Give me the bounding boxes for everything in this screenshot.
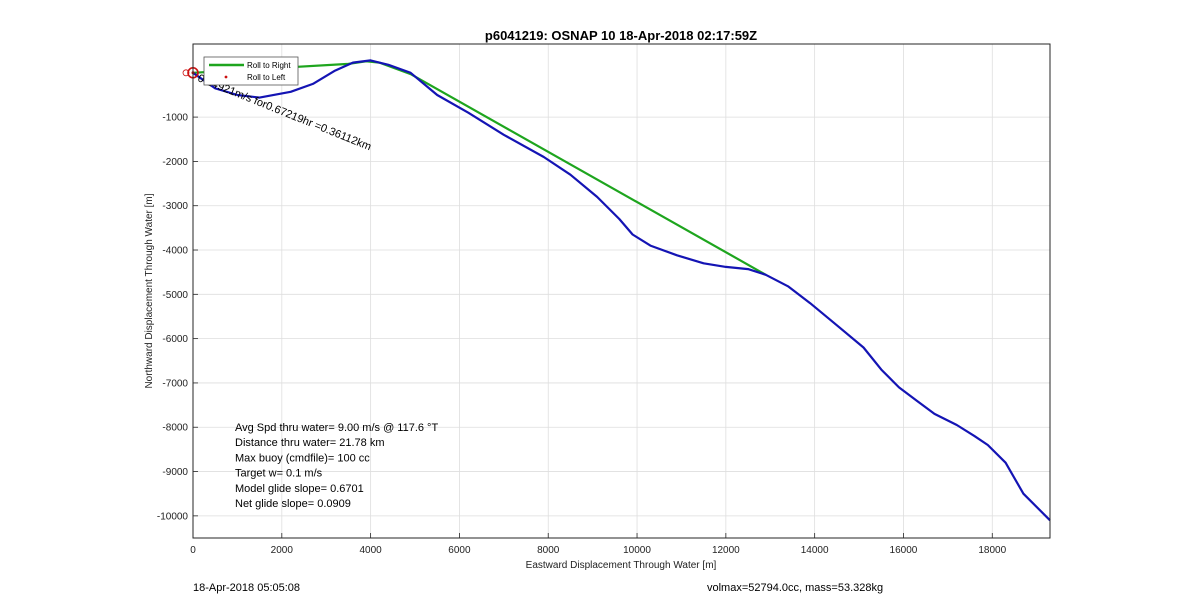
x-tick-label: 12000 (712, 545, 740, 556)
y-tick-label: -3000 (162, 201, 188, 212)
y-tick-label: -9000 (162, 467, 188, 478)
x-tick-label: 2000 (271, 545, 294, 556)
x-axis-label: Eastward Displacement Through Water [m] (526, 560, 717, 571)
stats-line: Target w= 0.1 m/s (235, 468, 323, 480)
y-tick-label: -5000 (162, 290, 188, 301)
legend-marker-roll-left (224, 75, 228, 79)
x-tick-label: 4000 (359, 545, 382, 556)
stats-line: Avg Spd thru water= 9.00 m/s @ 117.6 °T (235, 422, 438, 434)
x-tick-label: 8000 (537, 545, 560, 556)
x-tick-label: 16000 (890, 545, 918, 556)
x-tick-label: 14000 (801, 545, 829, 556)
y-tick-label: -8000 (162, 423, 188, 434)
plot-frame (192, 43, 1051, 539)
x-tick-label: 18000 (978, 545, 1006, 556)
y-tick-label: -4000 (162, 246, 188, 257)
grid-lines (192, 44, 1050, 538)
stats-block: Avg Spd thru water= 9.00 m/s @ 117.6 °T D… (235, 422, 438, 510)
y-tick-label: -7000 (162, 378, 188, 389)
stats-line: Model glide slope= 0.6701 (235, 483, 364, 495)
stats-line: Net glide slope= 0.0909 (235, 498, 351, 510)
series-line-track (192, 59, 1051, 522)
y-tick-label: -2000 (162, 157, 188, 168)
y-tick-label: -10000 (157, 511, 189, 522)
footer-timestamp: 18-Apr-2018 05:05:08 (193, 582, 301, 594)
legend-label-roll-right: Roll to Right (247, 61, 291, 70)
stats-line: Distance thru water= 21.78 km (235, 437, 385, 449)
x-tick-label: 0 (190, 545, 196, 556)
legend-box (203, 56, 299, 86)
series-layer: 0.14921m/s for0.67219hr =0.36112km (182, 59, 1051, 522)
start-marker-small (182, 69, 190, 77)
y-tick-label: -6000 (162, 334, 188, 345)
x-tick-label: 6000 (448, 545, 471, 556)
y-axis-label: Northward Displacement Through Water [m] (144, 193, 155, 388)
legend: Roll to Right Roll to Left (203, 56, 299, 86)
axis-ticks: 0 2000 4000 6000 8000 10000 12000 14000 16000 180… (157, 113, 1007, 556)
y-tick-label: -1000 (162, 113, 188, 124)
stats-line: Max buoy (cmdfile)= 100 cc (235, 452, 370, 464)
legend-label-roll-left: Roll to Left (247, 73, 286, 82)
footer-mass-info: volmax=52794.0cc, mass=53.328kg (707, 582, 884, 594)
x-tick-label: 10000 (623, 545, 651, 556)
chart-title: p6041219: OSNAP 10 18-Apr-2018 02:17:59Z (485, 28, 757, 43)
